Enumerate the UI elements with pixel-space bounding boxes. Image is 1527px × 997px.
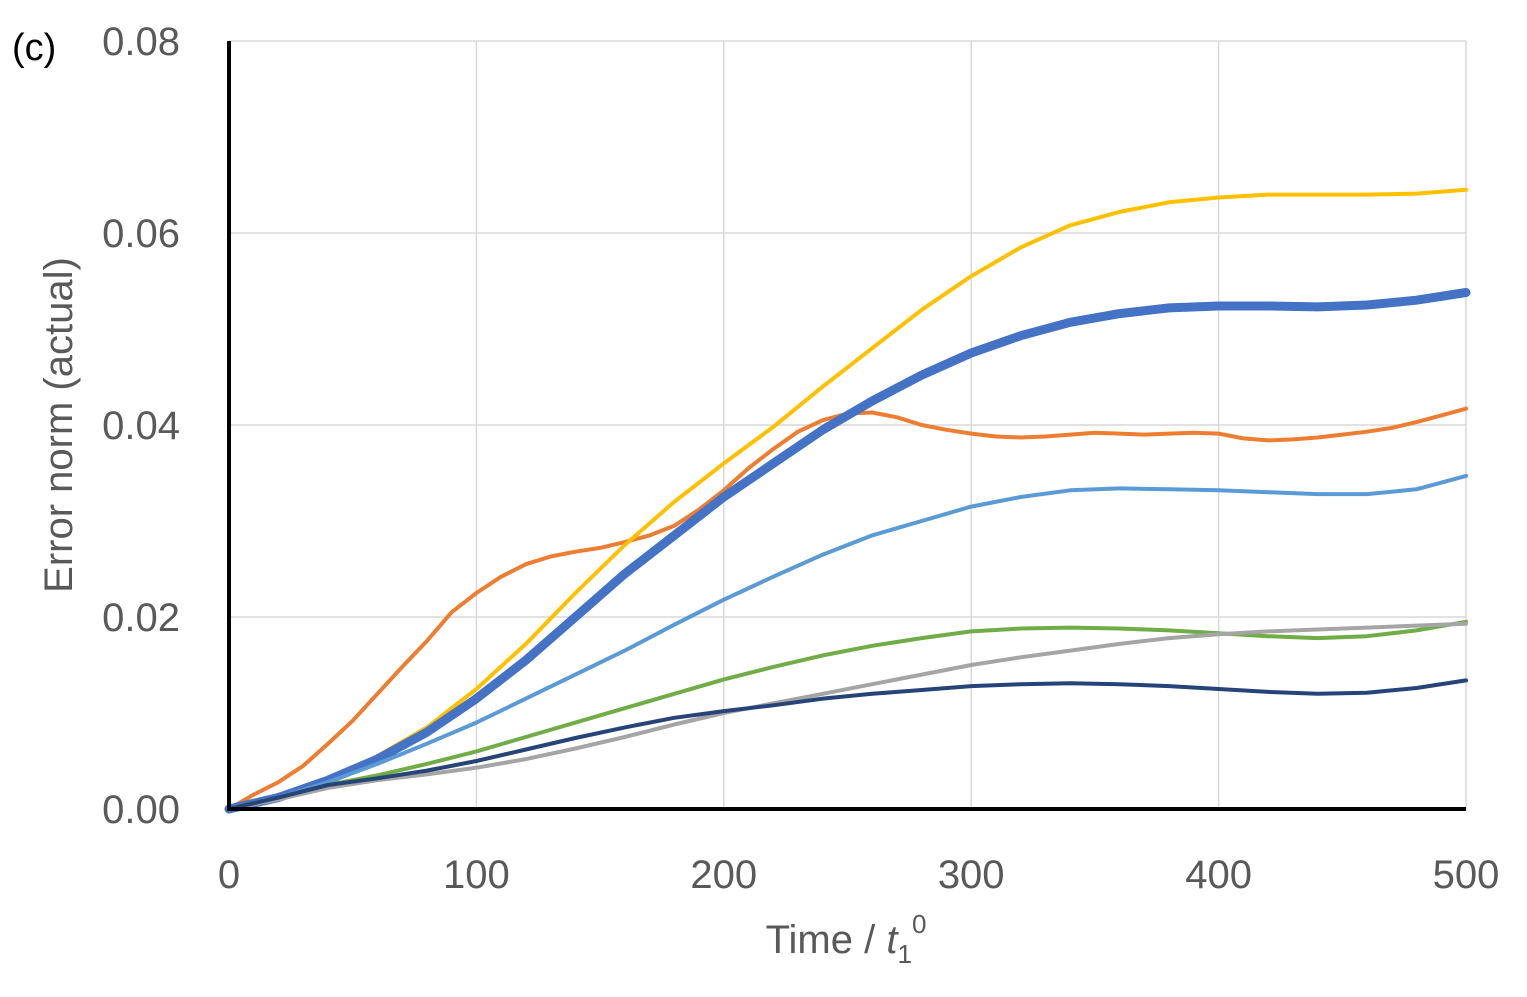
x-axis-title-superscript: 0: [912, 909, 926, 939]
x-tick-label: 200: [690, 853, 757, 897]
series-line-green: [227, 619, 1468, 811]
x-tick-label: 100: [443, 853, 510, 897]
series-line-light-blue: [227, 473, 1468, 811]
y-tick-label: 0.06: [102, 212, 180, 256]
series-line-blue-thick: [224, 288, 1471, 814]
gridlines: [229, 40, 1467, 809]
y-tick-label: 0.02: [102, 596, 180, 640]
x-axis-title-subscript: 1: [897, 939, 911, 969]
x-tick-label: 300: [938, 853, 1005, 897]
x-tick-label: 0: [218, 853, 240, 897]
series-line-gray: [227, 621, 1468, 811]
x-tick-label: 400: [1185, 853, 1252, 897]
series-layer: [224, 187, 1471, 814]
x-tick-label: 500: [1433, 853, 1500, 897]
y-tick-label: 0.00: [102, 788, 180, 832]
panel-label: (c): [12, 27, 56, 69]
x-axis-title: Time / t10: [766, 909, 927, 969]
x-axis-title-prefix: Time /: [766, 918, 887, 962]
series-line-yellow: [227, 187, 1468, 811]
series-line-dark-navy: [227, 678, 1468, 811]
axes: [227, 41, 1466, 811]
y-axis-title: Error norm (actual): [37, 257, 81, 593]
x-axis-title-variable: t: [886, 918, 899, 962]
y-tick-label: 0.04: [102, 404, 180, 448]
y-tick-label: 0.08: [102, 20, 180, 64]
tick-labels: 0.00 0.02 0.04 0.06 0.08 0 100 200 300 400 500: [102, 20, 1499, 897]
